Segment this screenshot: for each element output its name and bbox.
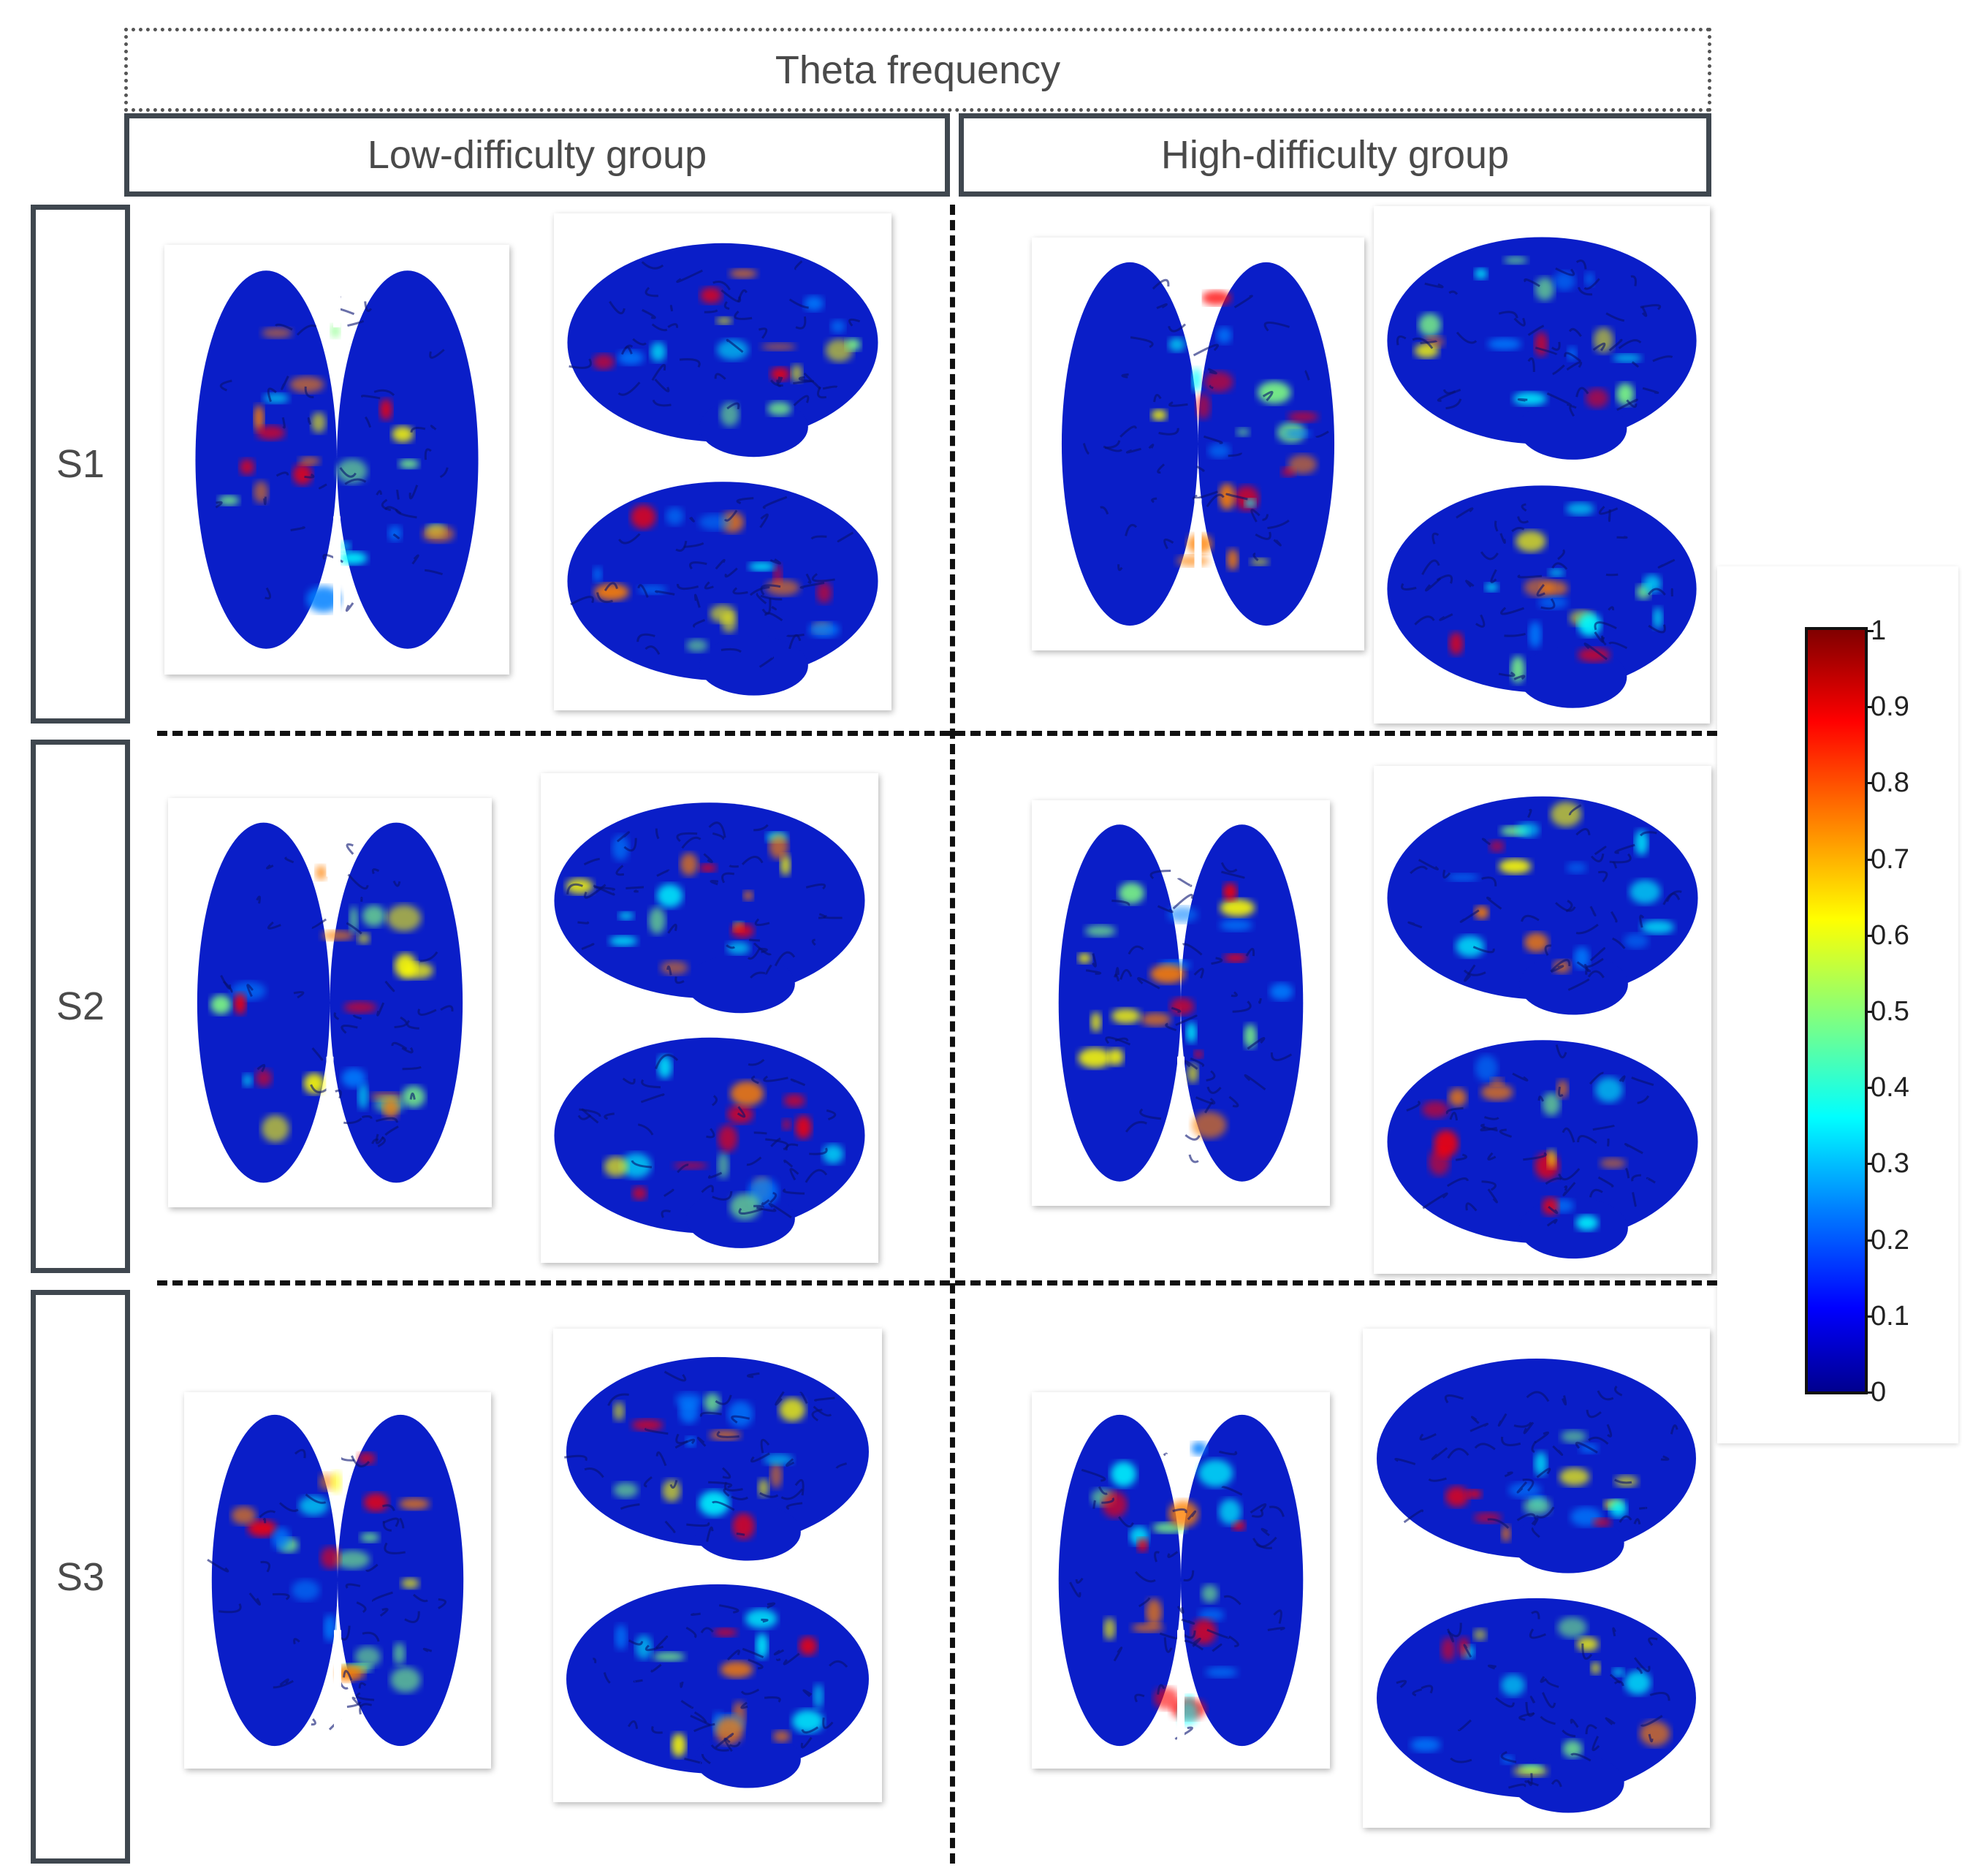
row-label-s1: S1 (31, 205, 130, 724)
brain-lateral-views (1374, 766, 1711, 1274)
group-header-high: High-difficulty group (959, 113, 1711, 197)
row-label-s2: S2 (31, 740, 130, 1273)
colorbar-tick-label: 0 (1871, 1377, 1887, 1408)
brain-top-view (168, 798, 492, 1207)
brain-top-view (1032, 1392, 1330, 1769)
vertical-divider (950, 205, 955, 1864)
colorbar-tick-label: 0.9 (1871, 691, 1909, 723)
horizontal-divider-2 (157, 1280, 1717, 1286)
colorbar-tick-label: 0.2 (1871, 1224, 1909, 1256)
colorbar-tick (1865, 1315, 1874, 1318)
brain-lateral-views (554, 213, 891, 710)
colorbar-tick-label: 0.8 (1871, 767, 1909, 799)
group-header-low: Low-difficulty group (124, 113, 950, 197)
colorbar-tick-label: 0.5 (1871, 996, 1909, 1027)
colorbar (1805, 627, 1868, 1394)
brain-lateral-views (541, 773, 878, 1263)
brain-top-view (1032, 238, 1364, 650)
colorbar-tick (1865, 706, 1874, 709)
colorbar-tick-label: 0.4 (1871, 1072, 1909, 1104)
colorbar-tick (1865, 630, 1874, 632)
figure-title: Theta frequency (124, 28, 1711, 112)
colorbar-tick (1865, 1239, 1874, 1242)
brain-top-view (164, 245, 509, 675)
colorbar-tick (1865, 1391, 1874, 1394)
colorbar-tick (1865, 1011, 1874, 1013)
colorbar-tick (1865, 1163, 1874, 1166)
row-label-s3: S3 (31, 1290, 130, 1864)
brain-top-view (184, 1392, 491, 1769)
colorbar-tick-label: 0.7 (1871, 843, 1909, 875)
brain-lateral-views (1374, 206, 1710, 724)
colorbar-tick-label: 0.6 (1871, 919, 1909, 951)
colorbar-tick-label: 0.3 (1871, 1148, 1909, 1180)
colorbar-tick (1865, 934, 1874, 937)
brain-top-view (1032, 800, 1330, 1206)
colorbar-tick-label: 1 (1871, 615, 1887, 646)
colorbar-tick-label: 0.1 (1871, 1300, 1909, 1332)
brain-lateral-views (1363, 1329, 1710, 1828)
brain-lateral-views (553, 1329, 882, 1802)
colorbar-tick (1865, 782, 1874, 785)
colorbar-tick (1865, 1087, 1874, 1090)
horizontal-divider-1 (157, 731, 1717, 736)
colorbar-tick (1865, 858, 1874, 861)
